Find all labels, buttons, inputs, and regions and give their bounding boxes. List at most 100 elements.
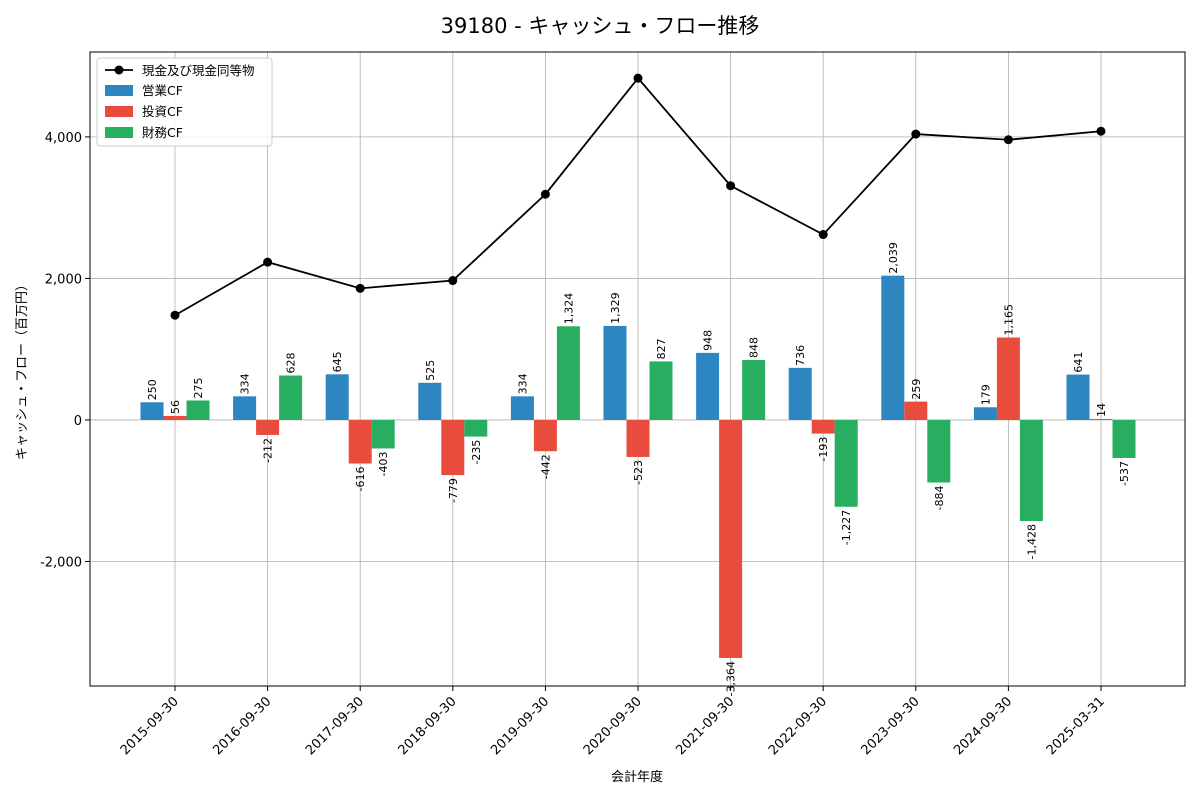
legend-swatch — [105, 106, 133, 117]
bar-営業CF — [696, 352, 720, 420]
bar-財務CF — [649, 361, 673, 420]
bar-財務CF — [927, 419, 951, 483]
bar-投資CF — [996, 337, 1020, 420]
x-tick-label: 2025-03-31 — [1044, 694, 1108, 758]
x-tick-label: 2021-09-30 — [673, 694, 737, 758]
bar-投資CF — [904, 401, 928, 420]
bar-value-label: 1,324 — [562, 293, 575, 325]
cash-point — [911, 129, 921, 139]
bar-value-label: -1,428 — [1025, 524, 1038, 559]
cash-point — [540, 189, 550, 199]
x-tick-label: 2016-09-30 — [210, 694, 274, 758]
bar-投資CF — [1089, 418, 1113, 420]
bar-value-label: -537 — [1118, 461, 1131, 486]
bar-財務CF — [742, 359, 766, 420]
y-tick-label: -2,000 — [40, 555, 82, 570]
cash-point — [726, 181, 736, 191]
bar-value-label: 275 — [192, 377, 205, 398]
legend-box — [96, 57, 273, 147]
bar-財務CF — [279, 375, 303, 420]
bar-value-label: 948 — [702, 330, 715, 351]
bar-財務CF — [186, 400, 210, 420]
bar-value-label: 334 — [239, 373, 252, 394]
legend-label: 現金及び現金同等物 — [142, 63, 255, 78]
x-tick-label: 2023-09-30 — [859, 694, 923, 758]
bar-財務CF — [834, 419, 858, 507]
bar-value-label: 1,165 — [1002, 304, 1015, 336]
bar-value-label: 736 — [794, 345, 807, 366]
legend-label: 財務CF — [142, 125, 183, 140]
bar-投資CF — [348, 419, 372, 464]
bar-投資CF — [533, 419, 557, 452]
x-tick-label: 2017-09-30 — [303, 694, 367, 758]
x-tick-label: 2019-09-30 — [488, 694, 552, 758]
bar-営業CF — [973, 407, 997, 420]
bar-営業CF — [418, 382, 442, 420]
cash-point — [633, 73, 643, 83]
bar-value-label: 645 — [331, 351, 344, 372]
bar-value-label: 641 — [1072, 352, 1085, 373]
legend-label: 営業CF — [142, 83, 183, 98]
cash-point — [1096, 126, 1106, 136]
grid-layer — [90, 52, 1185, 686]
cash-point — [448, 276, 458, 286]
bar-財務CF — [464, 419, 488, 437]
bar-value-label: -403 — [377, 451, 390, 476]
bar-value-label: -523 — [632, 460, 645, 485]
legend-swatch — [105, 85, 133, 96]
plot-frame — [89, 51, 1186, 687]
legend-label: 投資CF — [142, 104, 183, 119]
bar-営業CF — [603, 325, 627, 420]
bar-value-label: 827 — [655, 338, 668, 359]
legend-line-marker — [114, 65, 124, 75]
chart-title: 39180 - キャッシュ・フロー推移 — [441, 14, 760, 38]
y-tick-label: 2,000 — [45, 272, 82, 287]
bar-営業CF — [510, 396, 534, 420]
bar-財務CF — [371, 419, 395, 449]
x-tick-label: 2024-09-30 — [951, 694, 1015, 758]
x-tick-label: 2020-09-30 — [581, 694, 645, 758]
bars-layer: 250 334 645 525 334 1,329 948 736 2,039 179 641 56 -… — [140, 242, 1136, 696]
bar-value-label: -212 — [262, 438, 275, 463]
bar-value-label: -235 — [470, 440, 483, 465]
bar-営業CF — [788, 367, 812, 420]
cash-point — [355, 283, 365, 293]
bar-value-label: -3,364 — [725, 661, 738, 696]
bar-value-label: -193 — [817, 437, 830, 462]
bar-value-label: 14 — [1095, 403, 1108, 417]
bar-投資CF — [256, 419, 280, 435]
bar-営業CF — [233, 396, 257, 420]
x-axis-label: 会計年度 — [611, 769, 663, 785]
bar-財務CF — [556, 326, 580, 420]
cash-point — [170, 310, 180, 320]
bar-value-label: 525 — [424, 360, 437, 381]
bar-投資CF — [811, 419, 835, 434]
bar-投資CF — [719, 419, 743, 658]
bar-営業CF — [1066, 374, 1090, 420]
cash-point — [263, 257, 273, 267]
bar-value-label: -442 — [539, 454, 552, 479]
x-tick-label: 2022-09-30 — [766, 694, 830, 758]
bar-value-label: -1,227 — [840, 510, 853, 545]
x-tick-label: 2018-09-30 — [396, 694, 460, 758]
bar-投資CF — [163, 415, 187, 420]
bar-value-label: 259 — [910, 379, 923, 400]
bar-value-label: 56 — [169, 400, 182, 414]
bar-営業CF — [881, 275, 905, 420]
y-tick-label: 0 — [74, 414, 82, 429]
cash-point — [818, 230, 828, 240]
bar-営業CF — [325, 374, 349, 420]
bar-value-label: 2,039 — [887, 242, 900, 274]
legend-swatch — [105, 127, 133, 138]
bar-value-label: -779 — [447, 478, 460, 503]
y-axis-label: キャッシュ・フロー（百万円） — [15, 278, 30, 460]
cash-point — [1003, 135, 1013, 145]
bar-value-label: 1,329 — [609, 292, 622, 324]
bar-営業CF — [140, 402, 164, 420]
bar-財務CF — [1019, 419, 1043, 521]
line-layer — [170, 73, 1106, 320]
bar-投資CF — [626, 419, 650, 457]
bar-value-label: 179 — [979, 384, 992, 405]
bar-value-label: -884 — [933, 485, 946, 510]
